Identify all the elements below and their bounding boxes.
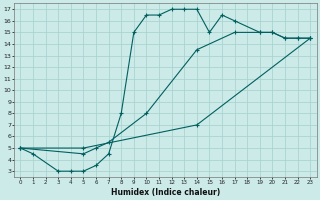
X-axis label: Humidex (Indice chaleur): Humidex (Indice chaleur) (111, 188, 220, 197)
